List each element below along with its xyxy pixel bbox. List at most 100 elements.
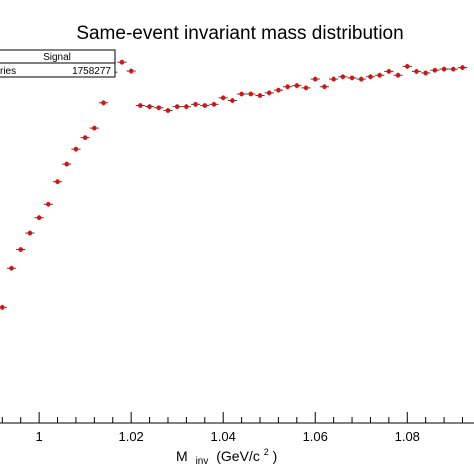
data-point xyxy=(273,87,284,93)
data-point xyxy=(356,76,366,82)
data-point xyxy=(246,91,256,97)
data-marker xyxy=(285,84,290,90)
data-point xyxy=(310,76,320,82)
data-marker xyxy=(156,105,162,111)
data-point xyxy=(365,74,376,80)
data-point xyxy=(190,101,201,107)
data-point xyxy=(421,70,431,76)
data-marker xyxy=(9,265,14,271)
data-marker xyxy=(64,161,70,167)
data-point xyxy=(0,304,7,310)
data-marker xyxy=(368,74,373,80)
data-marker xyxy=(92,125,97,131)
data-point xyxy=(34,215,44,221)
x-axis-label-sub: inv xyxy=(196,456,209,467)
data-marker xyxy=(303,85,309,91)
data-marker xyxy=(404,64,410,69)
data-point xyxy=(255,93,265,99)
data-marker xyxy=(441,66,447,72)
stats-box-label: ries xyxy=(0,66,16,77)
data-marker xyxy=(128,68,134,74)
data-marker xyxy=(331,76,336,82)
stats-box-value: 1758277 xyxy=(72,66,111,77)
x-tick-label: 1.04 xyxy=(211,429,236,444)
data-marker xyxy=(147,104,152,109)
data-marker xyxy=(174,104,180,109)
data-point xyxy=(402,63,412,69)
data-point xyxy=(430,67,440,73)
data-point xyxy=(80,135,90,141)
data-marker xyxy=(193,102,198,107)
data-marker xyxy=(450,66,456,72)
data-point xyxy=(457,65,468,71)
data-point xyxy=(209,101,219,107)
data-point xyxy=(218,95,228,101)
data-point xyxy=(411,68,422,74)
data-marker xyxy=(377,72,382,78)
data-point xyxy=(338,74,348,80)
data-marker xyxy=(257,93,263,98)
data-point xyxy=(375,72,385,78)
data-marker xyxy=(211,102,217,107)
data-marker xyxy=(248,91,254,97)
data-marker xyxy=(340,74,346,80)
data-marker xyxy=(101,100,106,106)
data-marker xyxy=(276,87,281,93)
x-axis-label-main: M xyxy=(176,448,188,464)
data-marker xyxy=(0,305,5,310)
data-marker xyxy=(82,135,88,140)
data-marker xyxy=(46,202,51,207)
data-point xyxy=(172,104,182,110)
data-marker xyxy=(239,91,244,97)
data-point xyxy=(329,76,339,82)
data-marker xyxy=(423,70,428,76)
x-axis-label: M inv (GeV/c 2 ) xyxy=(176,442,277,467)
data-point xyxy=(439,66,449,72)
data-point xyxy=(227,98,237,104)
data-point xyxy=(98,100,109,106)
data-marker xyxy=(312,76,318,82)
data-marker xyxy=(27,230,33,236)
data-marker xyxy=(18,247,24,252)
data-marker xyxy=(322,84,327,90)
x-axis-label-unit: (GeV/c xyxy=(216,448,260,464)
data-marker xyxy=(358,76,364,82)
data-marker xyxy=(414,69,419,74)
data-point xyxy=(448,66,458,72)
data-point xyxy=(200,102,210,108)
data-point xyxy=(52,179,63,185)
data-point xyxy=(16,247,26,253)
data-point xyxy=(283,84,293,90)
data-marker xyxy=(220,95,226,101)
data-point xyxy=(264,90,274,96)
data-point xyxy=(62,161,72,167)
data-point xyxy=(117,59,127,65)
data-point xyxy=(135,102,145,108)
data-marker xyxy=(73,146,79,152)
data-marker xyxy=(432,67,438,73)
x-tick-label: 1.06 xyxy=(303,429,328,444)
data-points xyxy=(0,59,468,310)
x-tick-label: 1.08 xyxy=(395,429,420,444)
data-marker xyxy=(36,215,42,221)
x-axis-label-sup: 2 xyxy=(264,447,269,457)
x-tick-label: 1 xyxy=(35,429,42,444)
data-point xyxy=(319,84,330,90)
data-point xyxy=(237,91,247,97)
data-point xyxy=(126,68,136,74)
stats-box: Signal ries 1758277 xyxy=(0,49,116,78)
x-axis-label-close: ) xyxy=(273,448,278,464)
data-marker xyxy=(349,75,355,81)
data-point xyxy=(154,105,164,111)
data-point xyxy=(89,125,99,131)
data-marker xyxy=(460,65,465,70)
chart-title: Same-event invariant mass distribution xyxy=(76,23,403,44)
data-marker xyxy=(386,69,392,74)
data-marker xyxy=(230,98,235,103)
data-point xyxy=(71,146,81,152)
data-point xyxy=(347,75,357,81)
data-marker xyxy=(294,83,300,88)
data-point xyxy=(25,230,35,236)
data-point xyxy=(144,104,155,110)
